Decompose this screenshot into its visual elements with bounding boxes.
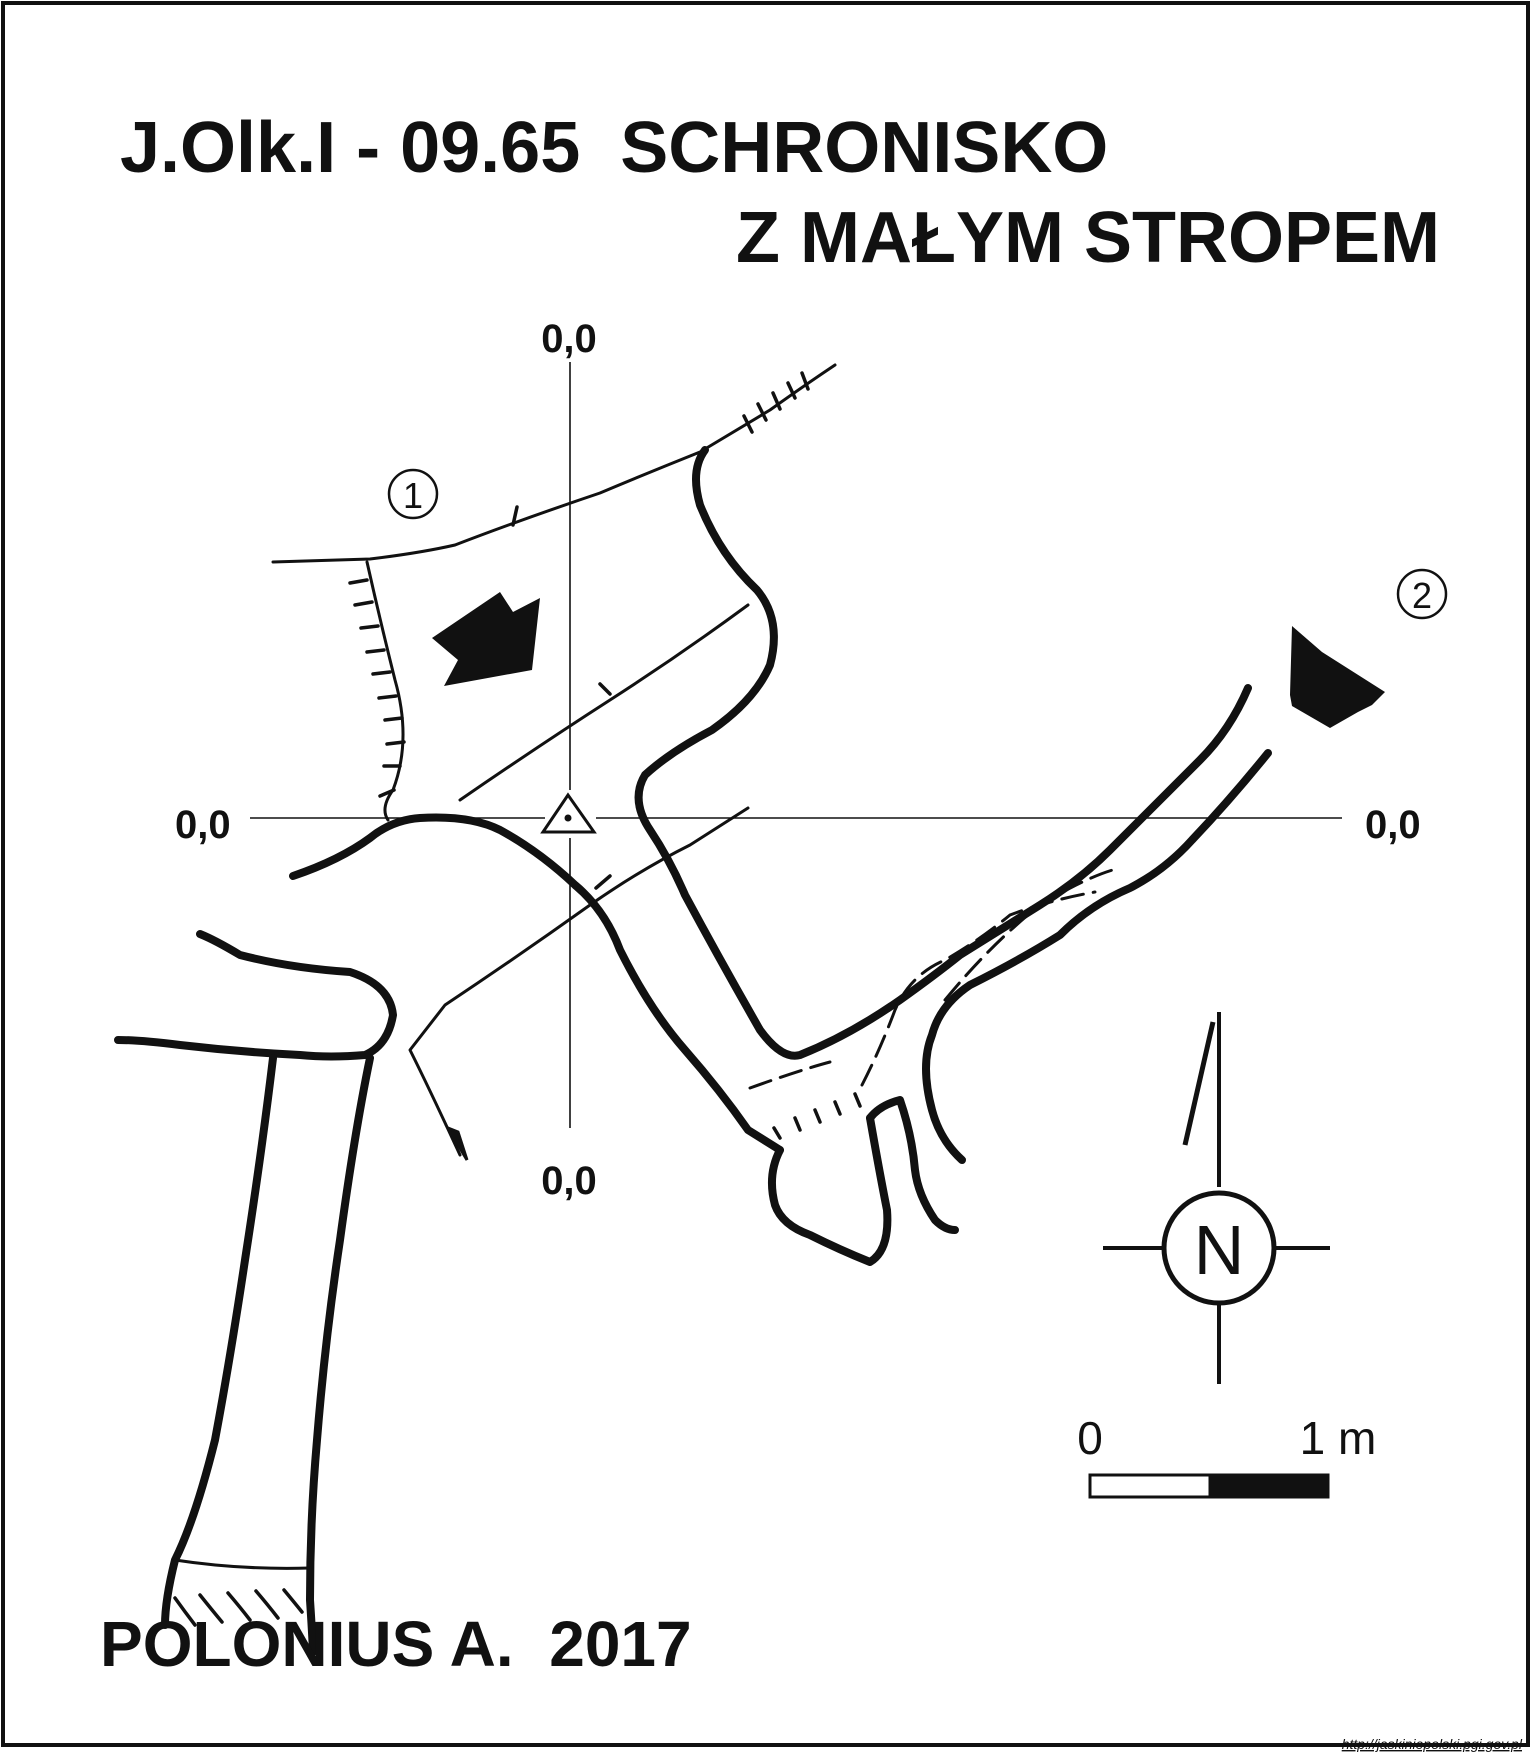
entrance-2-marker: 2 — [1396, 568, 1448, 620]
upper-wall — [271, 363, 837, 564]
scale-end-label: 1 m — [1300, 1412, 1377, 1464]
grid-label-right: 0,0 — [1365, 803, 1421, 847]
entrance-1-lip — [289, 813, 784, 1154]
lower-leg-right-wall — [866, 1096, 959, 1234]
north-label: N — [1194, 1211, 1245, 1289]
outer-pillar-floor — [173, 1558, 312, 1570]
entrance-1-label: 1 — [403, 475, 423, 516]
map-title-line1: J.Olk.I - 09.65 SCHRONISKO — [120, 108, 1108, 188]
scale-bar: 0 1 m — [1077, 1412, 1377, 1499]
edge-hatching — [173, 371, 862, 1627]
dashed-ceiling-line-1 — [748, 1060, 832, 1090]
outer-rock-left — [114, 930, 397, 1061]
map-title-line2: Z MAŁYM STROPEM — [736, 198, 1440, 278]
main-right-wall — [634, 446, 1252, 1060]
inner-ledge-lower — [408, 806, 750, 1157]
right-branch-wall — [922, 749, 1272, 1164]
outer-pillar-left-wall — [161, 1054, 277, 1629]
source-url: http://jaskiniepolski.pgi.gov.pl — [1342, 1736, 1523, 1752]
author-credit: POLONIUS A. 2017 — [100, 1608, 692, 1680]
entrance-2-arrow-icon — [1290, 626, 1385, 728]
entrance-1-arrow-icon — [432, 592, 540, 686]
survey-station-icon — [540, 792, 597, 834]
dashed-ceiling-line-3 — [943, 866, 1122, 1002]
entrance-2-label: 2 — [1412, 575, 1432, 616]
grid-label-left: 0,0 — [175, 803, 231, 847]
grid-label-bottom: 0,0 — [541, 1159, 597, 1203]
entrance-1-marker: 1 — [387, 468, 439, 520]
cave-plan — [114, 363, 1272, 1656]
inner-ledge-upper — [458, 603, 750, 802]
slope-arrowhead — [444, 1124, 469, 1161]
scale-segment-white — [1088, 1473, 1212, 1499]
north-arrow-icon: N — [1103, 1012, 1330, 1384]
scale-start-label: 0 — [1077, 1412, 1103, 1464]
scale-segment-black — [1208, 1473, 1330, 1499]
dashed-ceiling-line-2 — [860, 890, 1097, 1087]
grid-label-top: 0,0 — [541, 317, 597, 361]
outer-pillar-right-wall — [306, 1054, 374, 1656]
lower-leg-left-wall — [767, 1114, 892, 1266]
